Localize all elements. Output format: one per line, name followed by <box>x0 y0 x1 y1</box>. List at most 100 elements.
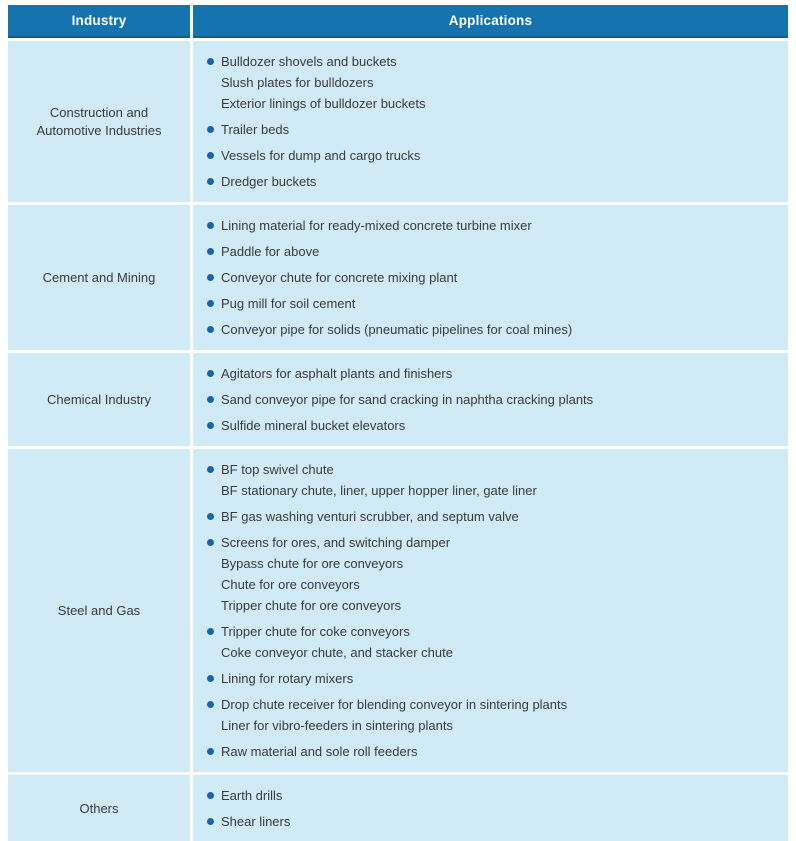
application-text: Exterior linings of bulldozer buckets <box>221 96 426 111</box>
application-item: Lining material for ready-mixed concrete… <box>207 215 772 236</box>
bullet-icon <box>207 126 214 133</box>
application-item: Bulldozer shovels and buckets <box>207 51 772 72</box>
application-text: Agitators for asphalt plants and finishe… <box>221 366 453 381</box>
table-row: Chemical Industry Agitators for asphalt p… <box>8 353 788 446</box>
application-item: Screens for ores, and switching damper <box>207 532 772 553</box>
application-item: Paddle for above <box>207 241 772 262</box>
application-item: Tripper chute for coke conveyors <box>207 621 772 642</box>
table-header-row: Industry Applications <box>8 5 788 38</box>
application-text: BF stationary chute, liner, upper hopper… <box>221 483 537 498</box>
application-text: Liner for vibro-feeders in sintering pla… <box>221 718 453 733</box>
application-text: Tripper chute for ore conveyors <box>221 598 402 613</box>
application-text: Conveyor chute for concrete mixing plant <box>221 270 458 285</box>
application-item: Bypass chute for ore conveyors <box>207 553 772 574</box>
application-text: Screens for ores, and switching damper <box>221 535 451 550</box>
bullet-icon <box>207 748 214 755</box>
application-text: Shear liners <box>221 814 291 829</box>
bullet-icon <box>207 539 214 546</box>
application-item: Earth drills <box>207 785 772 806</box>
applications-cell: Earth drills Shear liners <box>193 775 788 841</box>
industry-cell: Construction and Automotive Industries <box>8 41 190 202</box>
application-text: Earth drills <box>221 788 283 803</box>
application-text: Slush plates for bulldozers <box>221 75 374 90</box>
application-text: BF gas washing venturi scrubber, and sep… <box>221 509 519 524</box>
application-item: Sulfide mineral bucket elevators <box>207 415 772 436</box>
table-row: Steel and Gas BF top swivel chute BF stati… <box>8 449 788 772</box>
application-text: Tripper chute for coke conveyors <box>221 624 410 639</box>
application-item: Tripper chute for ore conveyors <box>207 595 772 616</box>
application-item: Liner for vibro-feeders in sintering pla… <box>207 715 772 736</box>
application-item: Agitators for asphalt plants and finishe… <box>207 363 772 384</box>
application-item: Raw material and sole roll feeders <box>207 741 772 762</box>
application-item: Conveyor chute for concrete mixing plant <box>207 267 772 288</box>
application-text: Lining material for ready-mixed concrete… <box>221 218 532 233</box>
application-text: Sand conveyor pipe for sand cracking in … <box>221 392 594 407</box>
bullet-icon <box>207 628 214 635</box>
applications-cell: Lining material for ready-mixed concrete… <box>193 205 788 350</box>
table-row: Others Earth drills Shear liners <box>8 775 788 841</box>
applications-cell: Bulldozer shovels and buckets Slush plate… <box>193 41 788 202</box>
application-item: Chute for ore conveyors <box>207 574 772 595</box>
application-item: Vessels for dump and cargo trucks <box>207 145 772 166</box>
application-item: Conveyor pipe for solids (pneumatic pipe… <box>207 319 772 340</box>
table-body: Construction and Automotive Industries Bu… <box>8 41 788 841</box>
bullet-icon <box>207 792 214 799</box>
application-item: Slush plates for bulldozers <box>207 72 772 93</box>
application-item: BF stationary chute, liner, upper hopper… <box>207 480 772 501</box>
bullet-icon <box>207 818 214 825</box>
bullet-icon <box>207 422 214 429</box>
bullet-icon <box>207 326 214 333</box>
application-text: Raw material and sole roll feeders <box>221 744 418 759</box>
bullet-icon <box>207 274 214 281</box>
table-row: Construction and Automotive Industries Bu… <box>8 41 788 202</box>
application-item: Lining for rotary mixers <box>207 668 772 689</box>
application-item: Trailer beds <box>207 119 772 140</box>
industry-cell: Steel and Gas <box>8 449 190 772</box>
application-item: Dredger buckets <box>207 171 772 192</box>
bullet-icon <box>207 152 214 159</box>
bullet-icon <box>207 248 214 255</box>
bullet-icon <box>207 466 214 473</box>
application-text: Paddle for above <box>221 244 320 259</box>
application-item: Exterior linings of bulldozer buckets <box>207 93 772 114</box>
application-text: Bypass chute for ore conveyors <box>221 556 404 571</box>
table-row: Cement and Mining Lining material for rea… <box>8 205 788 350</box>
application-item: BF gas washing venturi scrubber, and sep… <box>207 506 772 527</box>
applications-cell: BF top swivel chute BF stationary chute, … <box>193 449 788 772</box>
application-item: Pug mill for soil cement <box>207 293 772 314</box>
application-text: Sulfide mineral bucket elevators <box>221 418 406 433</box>
application-text: Bulldozer shovels and buckets <box>221 54 397 69</box>
application-item: Coke conveyor chute, and stacker chute <box>207 642 772 663</box>
column-header-industry: Industry <box>8 5 190 38</box>
application-text: Lining for rotary mixers <box>221 671 354 686</box>
column-header-applications: Applications <box>193 5 788 38</box>
application-text: Vessels for dump and cargo trucks <box>221 148 421 163</box>
application-text: Pug mill for soil cement <box>221 296 356 311</box>
application-text: Conveyor pipe for solids (pneumatic pipe… <box>221 322 573 337</box>
application-text: Drop chute receiver for blending conveyo… <box>221 697 568 712</box>
bullet-icon <box>207 701 214 708</box>
application-item: Shear liners <box>207 811 772 832</box>
bullet-icon <box>207 58 214 65</box>
application-text: Coke conveyor chute, and stacker chute <box>221 645 453 660</box>
applications-cell: Agitators for asphalt plants and finishe… <box>193 353 788 446</box>
bullet-icon <box>207 300 214 307</box>
bullet-icon <box>207 222 214 229</box>
industry-cell: Others <box>8 775 190 841</box>
application-text: Dredger buckets <box>221 174 317 189</box>
bullet-icon <box>207 513 214 520</box>
industry-cell: Cement and Mining <box>8 205 190 350</box>
bullet-icon <box>207 370 214 377</box>
application-item: Sand conveyor pipe for sand cracking in … <box>207 389 772 410</box>
application-item: Drop chute receiver for blending conveyo… <box>207 694 772 715</box>
bullet-icon <box>207 396 214 403</box>
bullet-icon <box>207 675 214 682</box>
application-text: Chute for ore conveyors <box>221 577 360 592</box>
application-text: BF top swivel chute <box>221 462 334 477</box>
industry-applications-table: Industry Applications Construction and A… <box>8 5 788 841</box>
application-text: Trailer beds <box>221 122 290 137</box>
bullet-icon <box>207 178 214 185</box>
application-item: BF top swivel chute <box>207 459 772 480</box>
industry-cell: Chemical Industry <box>8 353 190 446</box>
